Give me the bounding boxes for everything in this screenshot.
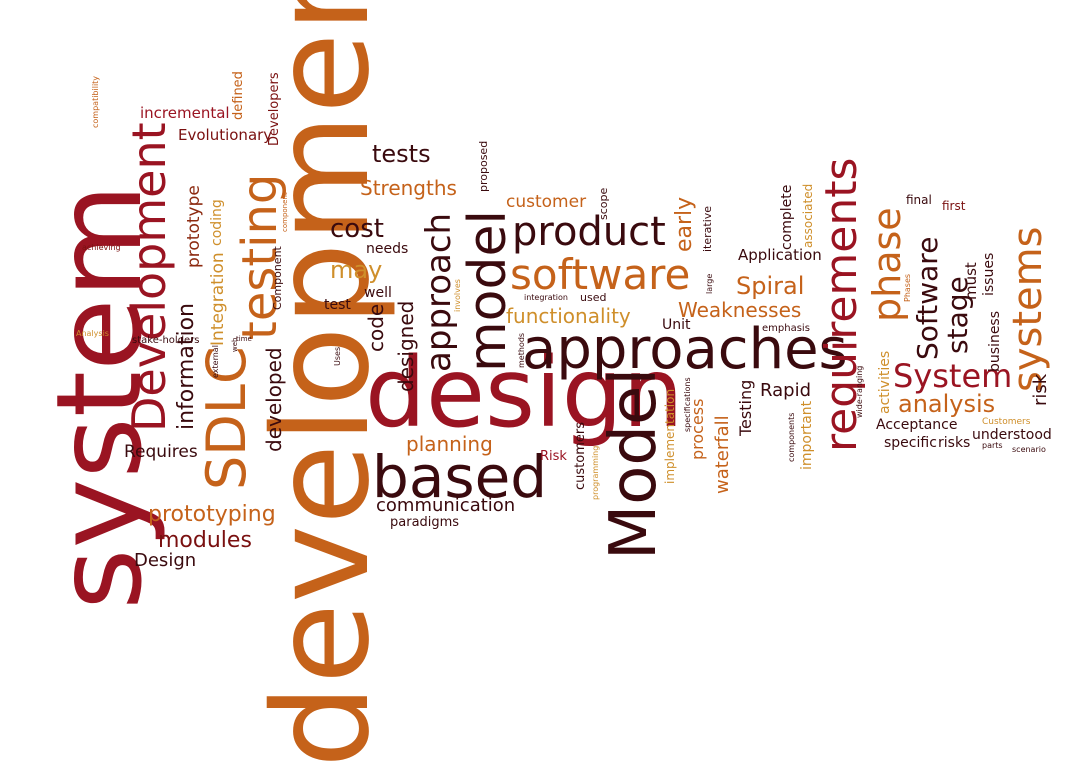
word-developers: Developers [267,72,282,146]
word-waterfall: waterfall [712,415,733,494]
word-strengths: Strengths [360,176,457,200]
word-early: early [672,196,697,252]
word-designed: designed [394,300,418,392]
word-system-cap: System [893,357,1013,395]
word-well: well [364,285,392,301]
word-rapid: Rapid [760,380,811,401]
word-cost: cost [330,214,384,244]
word-involves: involves [453,279,462,312]
word-needs: needs [366,241,409,257]
word-unit: Unit [662,317,691,333]
word-external: external [211,345,220,378]
word-communication: communication [376,495,516,516]
word-risk: risk [1030,373,1051,406]
word-final: final [906,193,932,207]
word-risk-cap: Risk [540,449,567,464]
word-activities: activities [877,350,893,414]
word-tests: tests [372,140,431,168]
word-application: Application [738,246,822,264]
word-issues: issues [981,252,997,296]
word-risks: risks [938,435,971,451]
word-incremental: incremental [140,104,230,122]
word-acceptance: Acceptance [876,417,958,433]
word-compatibility: compatibility [91,75,100,128]
word-proposed: proposed [477,140,490,192]
word-prototype: prototype [184,185,204,268]
word-important: important [799,400,815,470]
word-information: information [174,303,199,430]
word-evolutionary: Evolutionary [178,126,273,144]
word-complete: complete [779,184,795,250]
word-defined: defined [231,71,246,120]
word-test: test [324,297,351,313]
word-scenario: scenario [1012,445,1046,454]
word-development-cap: Development [122,122,176,432]
word-component: Component [271,246,284,310]
word-paradigms: paradigms [390,515,460,530]
word-methods: methods [517,332,526,368]
word-software-cap: Software [911,236,944,360]
word-specifications: specifications [683,377,692,432]
word-phases: Phases [903,273,912,302]
word-emphasis: emphasis [762,323,810,334]
word-testing-cap: Testing [736,379,755,436]
word-iterative: iterative [701,205,714,252]
word-component-small: component [281,192,289,232]
word-integration: Integration [208,252,228,346]
word-understood: understood [972,427,1052,443]
word-large: large [705,273,714,294]
word-must: must [962,262,980,300]
word-business: business [987,310,1003,372]
word-achieving: achieving [82,243,121,252]
word-functionality: functionality [506,304,631,328]
word-uses: Uses [333,346,342,366]
word-implementation: implementation [663,388,677,484]
word-approaches: approaches [522,317,848,382]
word-wide-ranging: wide-ranging [855,365,864,418]
word-developed: developed [262,347,286,452]
word-design: design [365,337,684,449]
word-software: software [510,250,691,299]
word-coding: coding [209,199,225,246]
word-customers: customers [573,422,588,490]
word-design-cap: Design [134,550,197,571]
word-programming: programming [591,445,600,500]
word-parts: parts [982,441,1003,450]
word-associated: associated [801,183,815,248]
word-stake-holders: stake-holders [132,335,200,346]
word-may: may [330,256,383,284]
word-sdlc: SDLC [195,346,258,490]
word-systems: systems [1005,226,1051,392]
word-customers-cap: Customers [982,417,1031,427]
word-product: product [512,209,666,255]
word-modules: modules [158,528,252,553]
word-analysis: analysis [898,390,996,418]
word-requires: Requires [124,442,198,462]
word-first: first [942,199,966,213]
word-model-cap: Model [597,367,671,560]
word-process: process [688,398,707,460]
word-time: time [236,335,252,343]
word-components: components [787,412,796,462]
word-used: used [580,291,607,304]
word-analysis-cap: Analysis [76,329,109,338]
word-planning: planning [406,432,493,456]
word-based: based [372,443,548,511]
word-approach: approach [419,212,459,372]
word-integration-small: integration [524,293,568,302]
word-customer: customer [506,192,587,212]
word-scope: scope [597,187,610,220]
word-spiral: Spiral [736,272,805,300]
word-prototyping: prototyping [148,502,276,527]
word-specific: specific [884,435,937,451]
word-model: model [458,210,518,372]
word-code: code [364,303,388,352]
word-weaknesses: Weaknesses [678,298,802,322]
word-phase: phase [865,207,909,322]
